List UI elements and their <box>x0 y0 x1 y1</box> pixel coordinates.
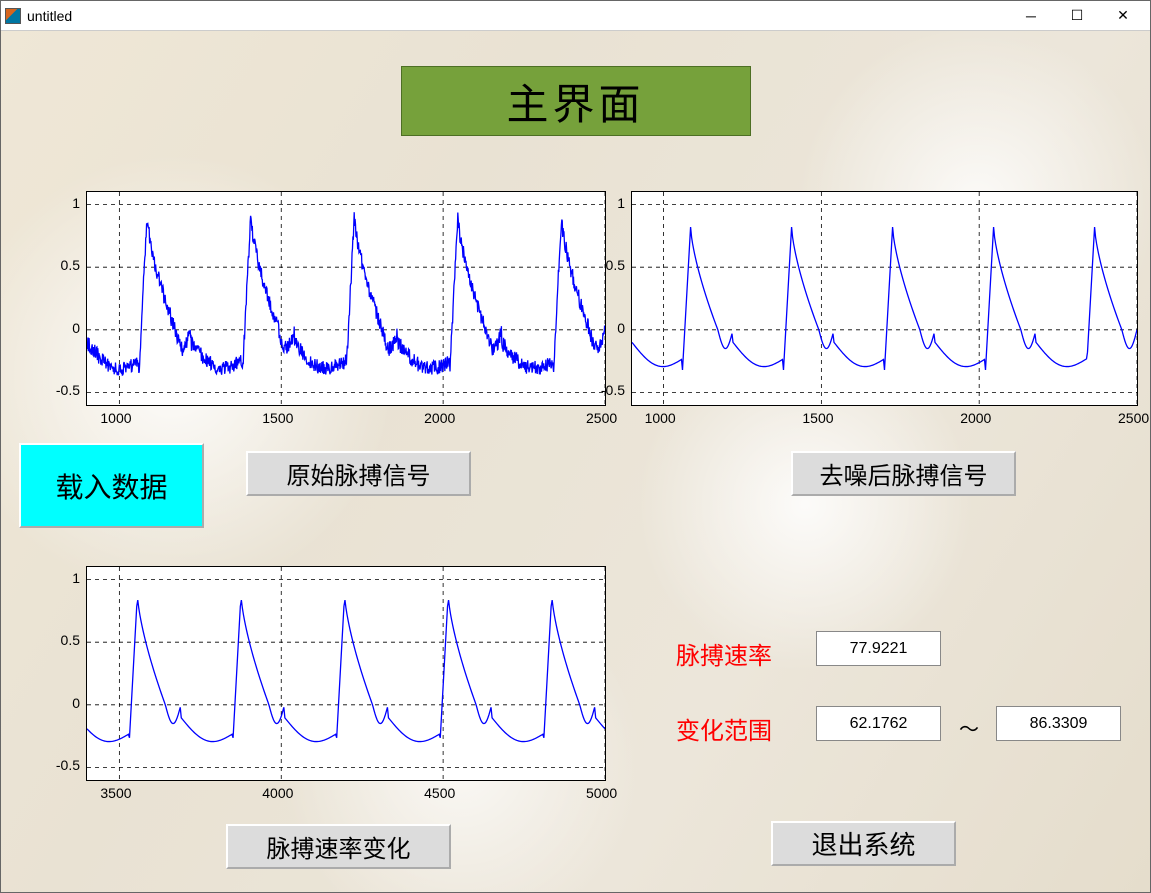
x-tick-label: 3500 <box>100 785 131 801</box>
close-button[interactable]: ✕ <box>1100 1 1146 31</box>
raw-signal-button[interactable]: 原始脉搏信号 <box>246 451 471 496</box>
app-window: untitled ─ ☐ ✕ 主界面 载入数据 原始脉搏信号 去噪后脉搏信号 脉… <box>0 0 1151 893</box>
axes-rate-change <box>86 566 606 781</box>
main-title-panel: 主界面 <box>401 66 751 136</box>
window-controls: ─ ☐ ✕ <box>1008 1 1146 31</box>
x-tick-label: 5000 <box>586 785 617 801</box>
y-tick-label: 0.5 <box>593 257 625 273</box>
denoised-signal-button[interactable]: 去噪后脉搏信号 <box>791 451 1016 496</box>
y-tick-label: 1 <box>48 570 80 586</box>
x-tick-label: 1500 <box>802 410 833 426</box>
matlab-icon <box>5 8 21 24</box>
range-label: 变化范围 <box>676 711 772 746</box>
axes-raw-signal <box>86 191 606 406</box>
window-title: untitled <box>27 8 72 24</box>
y-tick-label: 1 <box>593 195 625 211</box>
y-tick-label: 0 <box>593 320 625 336</box>
range-high-value: 86.3309 <box>996 706 1121 741</box>
x-tick-label: 4500 <box>424 785 455 801</box>
x-tick-label: 1000 <box>100 410 131 426</box>
y-tick-label: 1 <box>48 195 80 211</box>
x-tick-label: 2500 <box>1118 410 1149 426</box>
y-tick-label: -0.5 <box>48 382 80 398</box>
x-tick-label: 1500 <box>262 410 293 426</box>
range-low-value: 62.1762 <box>816 706 941 741</box>
y-tick-label: 0.5 <box>48 257 80 273</box>
client-area: 主界面 载入数据 原始脉搏信号 去噪后脉搏信号 脉搏速率变化 退出系统 脉搏速率… <box>1 31 1150 892</box>
axes-denoised-signal <box>631 191 1138 406</box>
rate-value: 77.9221 <box>816 631 941 666</box>
minimize-button[interactable]: ─ <box>1008 1 1054 31</box>
rate-label: 脉搏速率 <box>676 636 772 671</box>
x-tick-label: 4000 <box>262 785 293 801</box>
y-tick-label: -0.5 <box>593 382 625 398</box>
titlebar[interactable]: untitled ─ ☐ ✕ <box>1 1 1150 31</box>
maximize-button[interactable]: ☐ <box>1054 1 1100 31</box>
y-tick-label: 0 <box>48 320 80 336</box>
y-tick-label: 0 <box>48 695 80 711</box>
y-tick-label: -0.5 <box>48 757 80 773</box>
range-separator: ～ <box>959 713 979 742</box>
rate-change-button[interactable]: 脉搏速率变化 <box>226 824 451 869</box>
x-tick-label: 2000 <box>424 410 455 426</box>
y-tick-label: 0.5 <box>48 632 80 648</box>
x-tick-label: 2000 <box>960 410 991 426</box>
x-tick-label: 2500 <box>586 410 617 426</box>
load-data-button[interactable]: 载入数据 <box>19 443 204 528</box>
x-tick-label: 1000 <box>645 410 676 426</box>
exit-system-button[interactable]: 退出系统 <box>771 821 956 866</box>
